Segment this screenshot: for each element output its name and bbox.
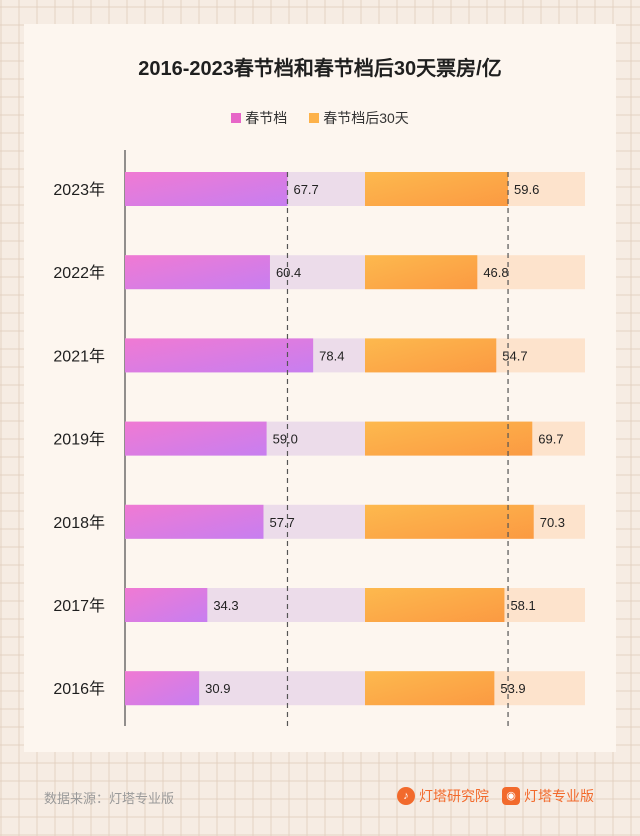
data-label-after-30-days: 46.8 (483, 265, 508, 280)
data-label-spring-festival: 67.7 (293, 182, 318, 197)
data-label-after-30-days: 58.1 (510, 598, 535, 613)
legend-swatch-orange (309, 113, 320, 123)
category-label: 2021年 (53, 347, 105, 365)
lighthouse-icon: ♪ (397, 787, 415, 805)
chart-title: 2016-2023春节档和春节档后30天票房/亿 (138, 58, 502, 80)
data-label-after-30-days: 59.6 (514, 182, 539, 197)
brand-research-label: 灯塔研究院 (419, 788, 489, 804)
data-label-after-30-days: 54.7 (502, 348, 527, 363)
data-source: 数据来源：灯塔专业版 (44, 791, 175, 806)
bar-spring-festival (125, 255, 270, 290)
bar-spring-festival (125, 588, 208, 622)
category-label: 2022年 (53, 264, 105, 282)
data-label-spring-festival: 34.3 (213, 598, 238, 613)
bar-after-30-days (365, 671, 495, 706)
category-label: 2016年 (53, 680, 105, 698)
data-label-spring-festival: 60.4 (276, 265, 301, 280)
data-label-spring-festival: 30.9 (205, 681, 230, 696)
bar-spring-festival (125, 421, 267, 456)
brand-pro-label: 灯塔专业版 (524, 788, 594, 804)
bar-after-30-days (365, 421, 533, 456)
legend-item-after-30-days[interactable]: 春节档后30天 (309, 108, 409, 128)
bar-spring-festival (125, 504, 264, 539)
category-label: 2018年 (53, 514, 105, 532)
legend-item-spring-festival[interactable]: 春节档 (231, 108, 287, 128)
data-label-spring-festival: 57.7 (269, 515, 294, 530)
bar-spring-festival (125, 671, 200, 706)
brand-pro[interactable]: ◉ 灯塔专业版 (502, 786, 594, 806)
legend-label-spring-festival: 春节档 (245, 110, 288, 126)
legend-label-after-30-days: 春节档后30天 (323, 110, 409, 126)
category-label: 2019年 (53, 431, 105, 449)
legend-swatch-pink (231, 113, 242, 123)
data-label-spring-festival: 59.0 (273, 432, 298, 447)
chart-card (24, 24, 616, 752)
lighthouse-app-icon: ◉ (502, 787, 520, 805)
bar-after-30-days (365, 338, 497, 373)
bar-after-30-days (365, 255, 478, 290)
category-label: 2017年 (53, 597, 105, 615)
data-label-after-30-days: 70.3 (540, 515, 565, 530)
brand-research[interactable]: ♪ 灯塔研究院 (397, 786, 489, 806)
bar-chart: 2023年 67.7 59.6 2022年 60.4 46.8 2021年 78.4 54.7 2… (53, 150, 585, 726)
category-label: 2023年 (53, 181, 105, 199)
chart-legend: 春节档 春节档后30天 (0, 108, 640, 128)
bar-after-30-days (365, 172, 509, 206)
bar-after-30-days (365, 504, 534, 539)
data-label-after-30-days: 69.7 (538, 432, 563, 447)
bar-after-30-days (365, 588, 505, 622)
bar-spring-festival (125, 338, 314, 373)
data-label-spring-festival: 78.4 (319, 348, 344, 363)
bar-spring-festival (125, 172, 288, 206)
data-label-after-30-days: 53.9 (500, 681, 525, 696)
